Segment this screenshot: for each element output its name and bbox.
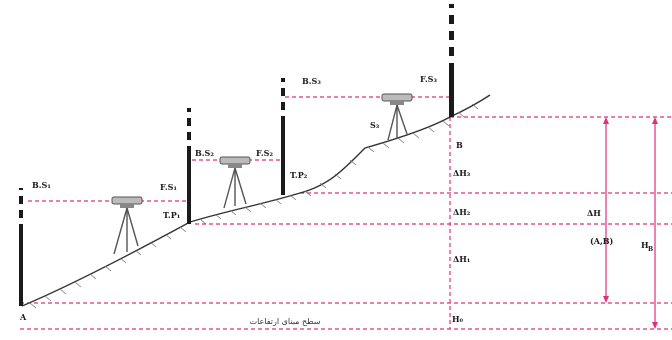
leveling-staff-tp2 — [281, 78, 285, 195]
label-base-h0: H₀ — [452, 314, 464, 324]
label-fs2: F.S₂ — [256, 148, 273, 158]
label-point-b: B — [456, 140, 463, 150]
leveling-staff-b — [449, 4, 454, 117]
ground-profile — [21, 94, 491, 307]
label-dh1: ΔH₁ — [453, 254, 470, 264]
label-fs3: F.S₃ — [420, 74, 437, 84]
label-total-h-sub: B — [648, 246, 653, 253]
leveling-staff-tp1 — [187, 108, 191, 224]
label-dh2: ΔH₂ — [453, 207, 471, 217]
label-tp2: T.P₂ — [290, 170, 308, 180]
label-bs1: B.S₁ — [32, 180, 51, 190]
total-dh-arrow-top — [603, 117, 609, 124]
label-total-dh: ΔH — [587, 208, 601, 218]
label-instrument-s3: S₃ — [370, 120, 380, 130]
label-tp1: T.P₁ — [163, 210, 180, 220]
label-total-h: H — [641, 240, 649, 250]
label-fs1: F.S₁ — [160, 182, 177, 192]
level-instrument-1 — [111, 196, 143, 255]
label-point-a: A — [19, 312, 27, 322]
level-instrument-3 — [381, 93, 413, 141]
level-instrument-2 — [219, 156, 251, 209]
total-h-arrow-top — [652, 117, 658, 124]
label-bs3: B.S₃ — [302, 76, 321, 86]
total-h-arrow-bottom — [652, 322, 658, 329]
total-dh-arrow-bottom — [603, 296, 609, 303]
leveling-staff-a — [19, 188, 23, 306]
label-bs2: B.S₂ — [195, 148, 214, 158]
ground-hatch — [29, 103, 479, 309]
label-total-dh-ab: (A,B) — [590, 236, 614, 246]
label-dh3: ΔH₃ — [453, 168, 471, 178]
datum-caption: سطح مبنای ارتفاعات — [250, 317, 321, 326]
